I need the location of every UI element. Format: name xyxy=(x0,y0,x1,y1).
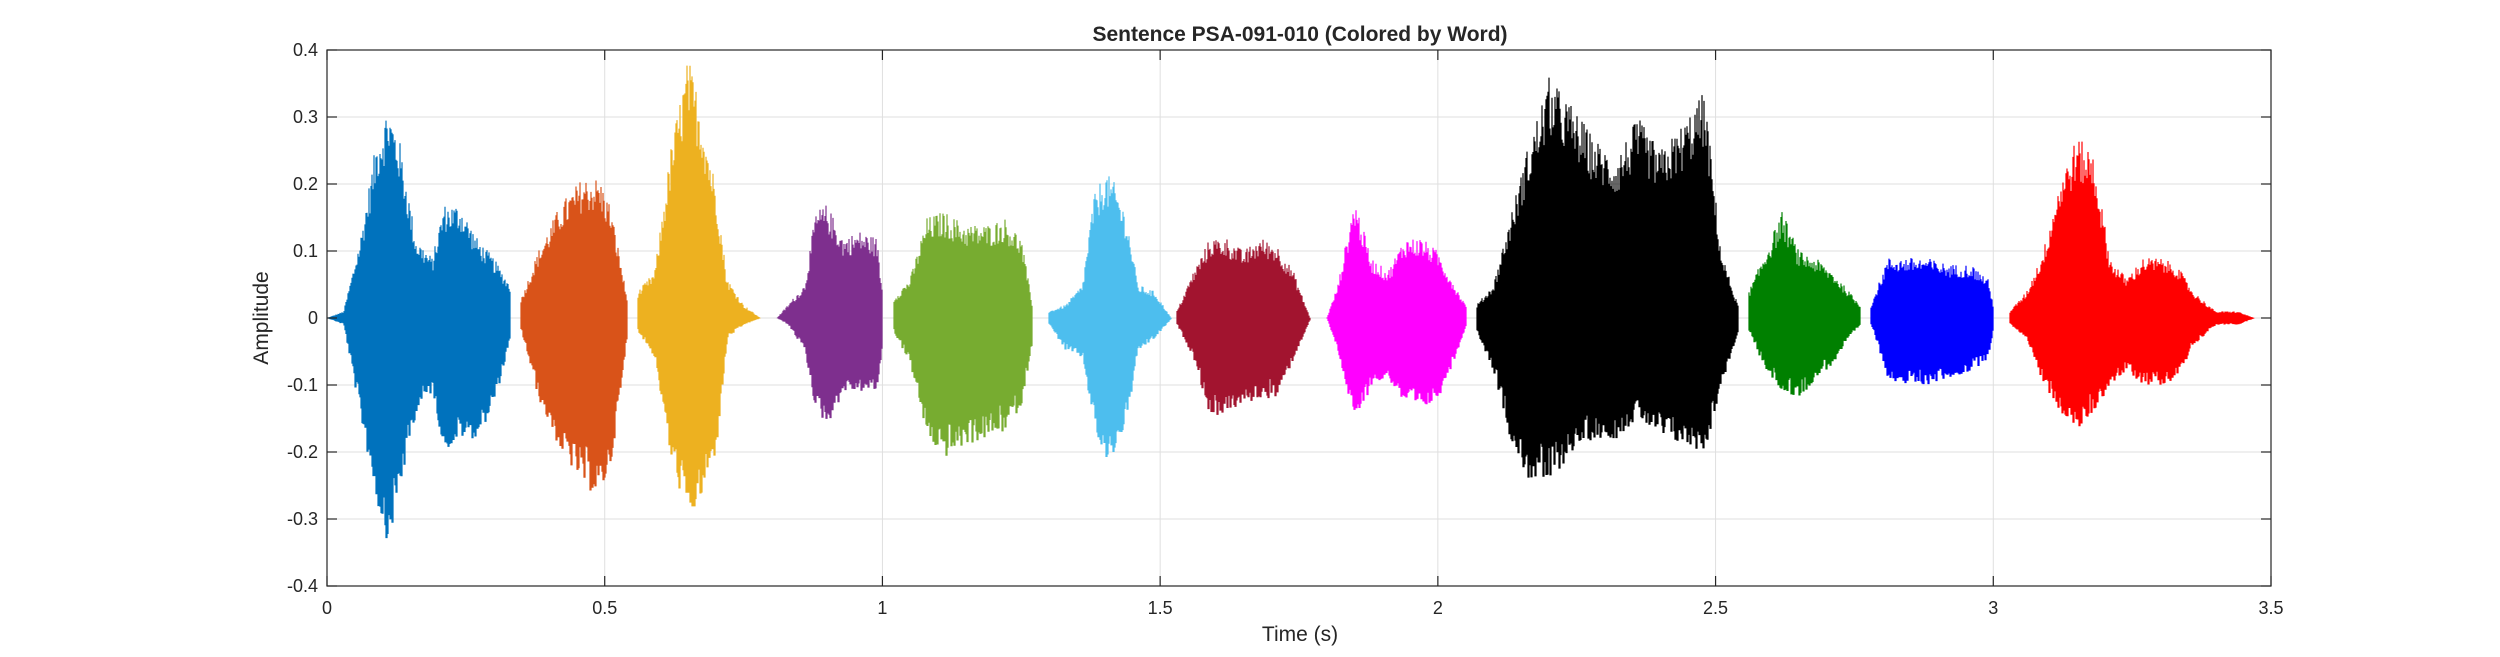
y-tick-label: 0.3 xyxy=(293,107,318,127)
x-tick-label: 2.5 xyxy=(1703,598,1728,618)
y-tick-label: -0.4 xyxy=(287,576,318,596)
word-segment-8 xyxy=(1326,210,1467,410)
x-tick-label: 3 xyxy=(1988,598,1998,618)
y-tick-label: 0 xyxy=(308,308,318,328)
x-tick-label: 2 xyxy=(1433,598,1443,618)
x-tick-label: 1 xyxy=(877,598,887,618)
word-segment-10 xyxy=(1748,212,1861,396)
y-tick-label: 0.2 xyxy=(293,174,318,194)
y-tick-label: -0.1 xyxy=(287,375,318,395)
x-tick-label: 1.5 xyxy=(1148,598,1173,618)
word-segment-11 xyxy=(1870,258,1994,385)
word-segment-2 xyxy=(520,180,628,491)
word-segment-5 xyxy=(893,213,1033,456)
x-tick-label: 0 xyxy=(322,598,332,618)
x-tick-label: 3.5 xyxy=(2258,598,2283,618)
tick-labels: 0 0.5 1 1.5 2 2.5 3 3.5 0.4 0.3 0.2 0.1 0 -0.1 -0.2 -0.… xyxy=(287,40,2284,618)
y-tick-label: 0.1 xyxy=(293,241,318,261)
x-tick-label: 0.5 xyxy=(592,598,617,618)
word-segment-6 xyxy=(1048,176,1172,457)
word-segment-9 xyxy=(1476,77,1739,478)
axes xyxy=(326,49,2272,587)
y-tick-label: -0.3 xyxy=(287,509,318,529)
y-axis-label: Amplitude xyxy=(250,271,273,364)
y-tick-label: 0.4 xyxy=(293,40,318,60)
x-axis-label: Time (s) xyxy=(1262,623,1338,646)
word-segment-4 xyxy=(776,205,883,419)
word-segment-3 xyxy=(637,65,761,507)
word-segment-7 xyxy=(1176,239,1311,415)
chart-title: Sentence PSA-091-010 (Colored by Word) xyxy=(1092,23,1507,46)
word-segment-12 xyxy=(2009,141,2255,427)
y-tick-label: -0.2 xyxy=(287,442,318,462)
waveform-series xyxy=(327,65,2255,539)
word-segment-1 xyxy=(327,120,511,539)
